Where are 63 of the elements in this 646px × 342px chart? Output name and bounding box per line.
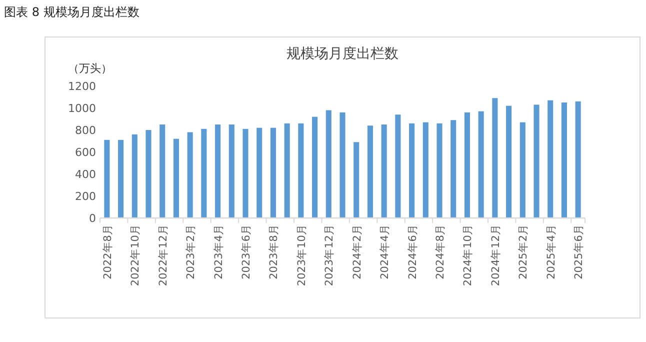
y-axis-title: （万头） — [68, 62, 112, 75]
y-tick-label: 800 — [75, 124, 96, 137]
bar — [270, 128, 276, 218]
bar — [215, 124, 221, 218]
bar — [146, 130, 152, 218]
text: 图表 8 规模场月度出栏数 — [4, 5, 140, 19]
bar — [478, 111, 484, 218]
x-tick-label: 2023年8月 — [268, 224, 280, 280]
bar — [160, 124, 166, 218]
x-tick-label: 2022年8月 — [102, 224, 114, 280]
x-tick-label: 2022年12月 — [157, 224, 170, 286]
bar — [104, 140, 110, 218]
bar — [464, 112, 470, 218]
bar — [228, 124, 234, 218]
bar — [506, 106, 512, 218]
bar — [340, 112, 346, 218]
y-tick-label: 200 — [75, 190, 96, 203]
bar — [575, 101, 581, 218]
bar — [450, 120, 456, 218]
x-tick-label: 2025年4月 — [545, 224, 558, 280]
bar — [312, 116, 318, 218]
x-tick-label: 2024年8月 — [434, 224, 446, 280]
x-tick-label: 2023年10月 — [296, 224, 308, 286]
bar — [298, 123, 304, 218]
bar — [354, 142, 360, 218]
x-tick-label: 2024年10月 — [462, 224, 474, 286]
bar — [326, 110, 332, 218]
y-tick-label: 1200 — [68, 80, 96, 93]
bar — [187, 132, 193, 218]
x-tick-label: 2024年4月 — [379, 224, 392, 280]
bar — [132, 134, 138, 218]
bar — [492, 98, 498, 218]
bar — [436, 123, 442, 218]
x-tick-label: 2024年2月 — [351, 224, 364, 280]
chart-title: 规模场月度出栏数 — [286, 46, 398, 62]
x-tick-label: 2025年6月 — [573, 224, 586, 280]
bar — [520, 122, 526, 218]
y-tick-label: 0 — [89, 212, 96, 225]
bar — [534, 104, 540, 218]
x-tick-label: 2025年2月 — [518, 224, 530, 280]
x-tick-label: 2022年10月 — [130, 224, 142, 286]
bar — [409, 123, 415, 218]
bar — [548, 100, 554, 218]
bar — [256, 128, 262, 218]
bar — [395, 114, 401, 218]
bar — [201, 128, 207, 218]
bar — [284, 123, 290, 218]
x-tick-label: 2023年6月 — [240, 224, 252, 280]
y-tick-label: 600 — [75, 146, 96, 159]
bar — [381, 124, 387, 218]
x-tick-label: 2024年12月 — [490, 224, 502, 286]
x-tick-label: 2023年12月 — [324, 224, 336, 286]
bar — [242, 128, 248, 218]
bar — [561, 102, 567, 218]
y-tick-label: 1000 — [68, 102, 96, 115]
bar — [367, 126, 373, 218]
bar — [422, 122, 428, 218]
x-tick-label: 2024年6月 — [406, 224, 419, 280]
x-tick-label: 2023年2月 — [185, 224, 198, 280]
bar — [173, 138, 179, 218]
y-tick-label: 400 — [75, 168, 96, 181]
x-tick-label: 2023年4月 — [212, 224, 225, 280]
bar — [118, 140, 124, 218]
